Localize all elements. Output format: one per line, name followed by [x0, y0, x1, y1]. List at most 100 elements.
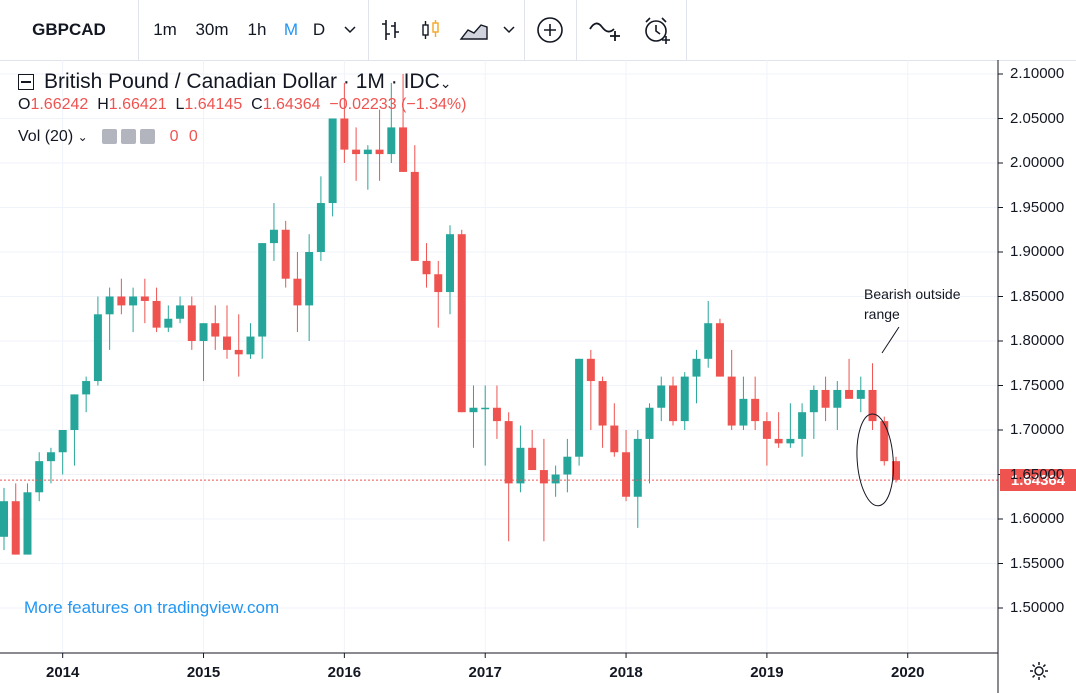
- chevron-down-icon[interactable]: [498, 0, 520, 60]
- interval-1h-button[interactable]: 1h: [247, 20, 267, 39]
- candle-body: [492, 407, 501, 422]
- candle-body: [82, 381, 91, 395]
- time-axis-label: 2017: [468, 664, 502, 681]
- alarm-icon[interactable]: [634, 0, 680, 60]
- candle-body: [11, 501, 20, 555]
- candle-body: [246, 336, 255, 355]
- candle-body: [352, 149, 361, 155]
- toolbar-divider: [686, 0, 687, 60]
- candle-body: [70, 394, 79, 430]
- candle-body: [751, 398, 760, 422]
- candle-body: [657, 385, 666, 408]
- candle-body: [575, 358, 584, 457]
- interval-1m-button[interactable]: 1m: [153, 20, 177, 39]
- interval-30m-button[interactable]: 30m: [195, 20, 229, 39]
- annotation-text: Bearish outside range: [864, 286, 961, 322]
- candle-body: [586, 358, 595, 382]
- eye-icon[interactable]: [102, 129, 118, 145]
- chevron-down-icon[interactable]: [338, 0, 362, 60]
- gear-icon[interactable]: [1028, 660, 1050, 682]
- ohlc-legend: O1.66242 H1.66421 L1.64145 C1.64364 −0.0…: [18, 96, 466, 114]
- collapse-icon[interactable]: [18, 74, 34, 91]
- chart-grid: [0, 60, 998, 653]
- price-axis-label: 1.70000: [1010, 421, 1065, 438]
- candles-layer: [0, 74, 900, 555]
- high-value: 1.66421: [108, 96, 167, 113]
- price-axis-label: 1.85000: [1010, 287, 1065, 305]
- candles-icon[interactable]: [414, 0, 448, 60]
- candle-body: [176, 305, 185, 319]
- candle-body: [504, 421, 513, 484]
- price-axis-label: 1.75000: [1010, 376, 1065, 394]
- price-chart[interactable]: [0, 60, 1076, 693]
- interval-month-button[interactable]: M: [283, 20, 299, 39]
- candle-body: [692, 358, 701, 377]
- watermark-link[interactable]: More features on tradingview.com: [24, 598, 280, 617]
- low-label: L: [175, 96, 185, 113]
- candle-body: [375, 149, 384, 155]
- volume-ma-value: 0: [188, 128, 198, 145]
- candle-body: [93, 314, 102, 382]
- candle-body: [199, 323, 208, 341]
- close-icon[interactable]: [140, 129, 156, 145]
- chevron-down-icon[interactable]: ⌄: [439, 75, 452, 91]
- candle-body: [528, 447, 537, 471]
- candle-body: [281, 229, 290, 279]
- candle-body: [704, 323, 713, 359]
- symbol-search-button[interactable]: GBPCAD: [32, 20, 106, 39]
- candle-body: [23, 492, 32, 555]
- price-axis-label: 1.50000: [1010, 599, 1065, 616]
- candle-body: [809, 389, 818, 413]
- volume-label: Vol (20): [18, 128, 74, 145]
- candle-body: [539, 470, 548, 484]
- gear-icon[interactable]: [121, 129, 137, 145]
- candle-body: [821, 389, 830, 408]
- price-axis-label: 1.65000: [1010, 465, 1065, 483]
- open-label: O: [18, 96, 31, 113]
- candle-body: [305, 252, 314, 306]
- annotation-pointer: [881, 326, 900, 354]
- candle-body: [845, 389, 854, 399]
- change-value: −0.02233 (−1.34%): [329, 96, 467, 113]
- candle-body: [410, 171, 419, 261]
- candle-body: [798, 412, 807, 439]
- price-axis-label: 1.55000: [1010, 554, 1065, 572]
- close-value: 1.64364: [262, 96, 321, 113]
- toolbar-divider: [524, 0, 525, 60]
- volume-value: 0: [169, 128, 179, 145]
- price-axis-label: 2.00000: [1010, 154, 1065, 171]
- high-label: H: [97, 96, 109, 113]
- candle-body: [680, 376, 689, 422]
- candle-body: [786, 438, 795, 444]
- area-style-icon[interactable]: [454, 0, 494, 60]
- time-axis-label: 2015: [186, 664, 221, 681]
- candle-body: [762, 421, 771, 439]
- plus-circle-icon[interactable]: [530, 0, 570, 60]
- candle-body: [46, 452, 55, 462]
- close-label: C: [251, 96, 263, 113]
- candle-body: [880, 421, 889, 462]
- price-axis-label: 1.80000: [1010, 332, 1065, 349]
- interval-day-button[interactable]: D: [312, 20, 326, 39]
- candle-body: [293, 278, 302, 306]
- candle-body: [563, 456, 572, 475]
- candle-body: [622, 452, 631, 497]
- candle-body: [328, 118, 337, 204]
- candle-body: [645, 407, 654, 439]
- candle-body: [633, 438, 642, 497]
- candle-body: [715, 323, 724, 377]
- candle-body: [387, 127, 396, 155]
- compare-icon[interactable]: [582, 0, 628, 60]
- time-axis-label: 2014: [45, 664, 80, 681]
- chevron-down-icon[interactable]: ⌄: [77, 130, 88, 144]
- candle-body: [856, 389, 865, 399]
- candle-body: [399, 127, 408, 172]
- candle-body: [551, 474, 560, 484]
- series-interval: 1M: [355, 70, 385, 93]
- volume-legend: Vol (20) ⌄ 0 0: [18, 128, 198, 146]
- price-axis-label: 2.05000: [1010, 109, 1065, 127]
- candle-body: [117, 296, 126, 306]
- series-title: British Pound / Canadian Dollar: [44, 70, 337, 93]
- candle-body: [223, 336, 231, 350]
- bar-style-icon[interactable]: [374, 0, 408, 60]
